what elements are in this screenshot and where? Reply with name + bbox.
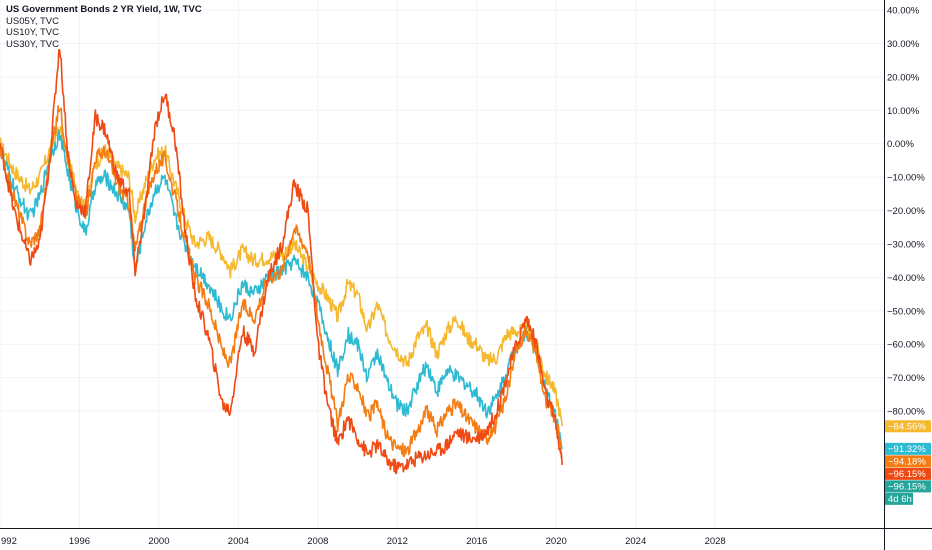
price-labels: −84.56% −91.32%−94.18% −96.15%−96.15% 4d 6h: [885, 420, 931, 505]
y-tick-label: −80.00%: [887, 407, 925, 418]
y-tick-label: −50.00%: [887, 306, 925, 317]
y-tick-label: 40.00%: [887, 6, 920, 17]
price-label-text: −96.15%: [888, 481, 926, 492]
y-tick-label: −20.00%: [887, 206, 925, 217]
price-label-bg: [885, 455, 931, 468]
legend-item-us05y[interactable]: US05Y, TVC: [6, 15, 59, 27]
price-label-us30y: −96.15%: [885, 467, 931, 480]
price-label-bg: [885, 420, 931, 433]
price-label-text: −96.15%: [888, 469, 926, 480]
x-tick-label: 2020: [546, 536, 567, 547]
x-tick-label: 2008: [307, 536, 328, 547]
x-axis[interactable]: 992 1996 2000 2004 2008 2012 2016 2020 2024 2028: [0, 528, 932, 548]
chart-legend: US Government Bonds 2 YR Yield, 1W, TVC …: [6, 4, 202, 50]
x-tick-label: 1996: [69, 536, 90, 547]
price-label-text: −84.56%: [888, 421, 926, 432]
y-axis[interactable]: 40.00% 30.00% 20.00% 10.00% 0.00% −10.00% −20.…: [884, 0, 926, 550]
price-label-extra-0: −96.15%: [885, 480, 931, 493]
legend-item-us30y[interactable]: US30Y, TVC: [6, 38, 59, 50]
y-tick-label: −10.00%: [887, 173, 925, 184]
price-label-bg: [885, 442, 931, 455]
y-tick-label: −30.00%: [887, 239, 925, 250]
price-label-bg: [885, 492, 913, 505]
price-label-bg: [885, 467, 931, 480]
series-line-us10y: [0, 105, 563, 460]
series-line-us05y: [0, 129, 563, 450]
legend-title[interactable]: US Government Bonds 2 YR Yield, 1W, TVC: [6, 4, 202, 15]
x-tick-label: 2000: [148, 536, 169, 547]
y-tick-label: −40.00%: [887, 273, 925, 284]
y-tick-label: 10.00%: [887, 106, 920, 117]
x-tick-label: 2004: [228, 536, 249, 547]
y-tick-label: 20.00%: [887, 72, 920, 83]
x-tick-label: 992: [1, 536, 17, 547]
y-tick-label: −60.00%: [887, 340, 925, 351]
legend-item-us10y[interactable]: US10Y, TVC: [6, 27, 59, 38]
y-tick-label: 0.00%: [887, 139, 914, 150]
y-tick-label: −70.00%: [887, 373, 925, 384]
x-tick-label: 2012: [387, 536, 408, 547]
x-tick-label: 2028: [705, 536, 726, 547]
price-label-us05y: −91.32%: [885, 442, 931, 455]
price-label-bg: [885, 480, 931, 493]
series-line-us02y: [0, 125, 563, 427]
price-label-us10y: −94.18%: [885, 455, 931, 468]
x-tick-label: 2024: [625, 536, 646, 547]
series-layer: [0, 49, 563, 475]
price-label-text: −91.32%: [888, 444, 926, 455]
price-label-us02y: −84.56%: [885, 420, 931, 433]
price-label-text: 4d 6h: [888, 494, 912, 505]
x-tick-label: 2016: [466, 536, 487, 547]
price-label-extra-1: 4d 6h: [885, 492, 913, 505]
series-line-us30y: [0, 49, 563, 475]
y-tick-label: 30.00%: [887, 39, 920, 50]
price-label-text: −94.18%: [888, 456, 926, 467]
